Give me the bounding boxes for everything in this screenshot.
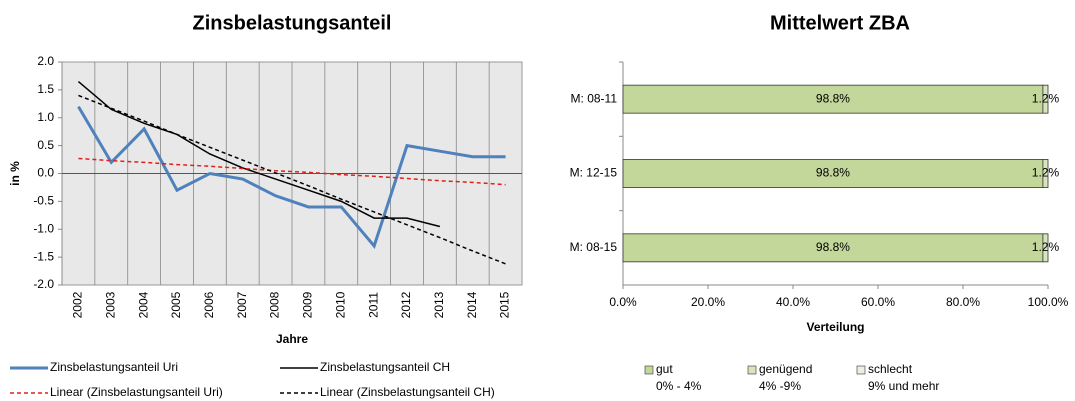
data-label: 98.8% [816, 166, 850, 180]
x-tick-label: 2005 [169, 291, 183, 318]
chart-title: Mittelwert ZBA [770, 12, 910, 34]
y-tick-label: -1.0 [33, 221, 54, 235]
series-line [77, 80, 441, 228]
y-tick-label: 1.5 [37, 82, 54, 96]
data-label: 98.8% [816, 240, 850, 254]
x-tick-label: 40.0% [776, 295, 810, 309]
x-tick-label: 0.0% [609, 295, 637, 309]
y-tick-label: 0.0 [37, 166, 54, 180]
x-tick-label: 2015 [498, 291, 512, 318]
bar-segment [622, 159, 1044, 188]
y-tick-label: M: 08-11 [571, 91, 618, 105]
x-axis-title: Verteilung [806, 320, 864, 334]
legend-swatch [856, 365, 866, 375]
data-label: 1.2% [1032, 91, 1060, 105]
x-tick-label: 80.0% [946, 295, 980, 309]
x-tick-label: 2009 [301, 291, 315, 318]
x-tick-label: 20.0% [691, 295, 725, 309]
chart-title: Zinsbelastungsanteil [193, 12, 392, 34]
y-tick-label: M: 08-15 [570, 240, 618, 254]
y-tick-label: 0.5 [37, 138, 54, 152]
legend-label: Linear (Zinsbelastungsanteil CH) [320, 385, 495, 399]
legend-label: gut [656, 362, 673, 376]
x-tick-label: 2010 [333, 291, 347, 318]
x-axis-title: Jahre [276, 332, 308, 346]
legend-label: schlecht [868, 362, 913, 376]
x-tick-label: 2011 [366, 292, 380, 318]
legend-label: genügend [759, 362, 812, 376]
series-line [77, 105, 506, 250]
y-tick-label: M: 12-15 [570, 166, 618, 180]
bar-segment [1042, 233, 1049, 263]
legend-label: Zinsbelastungsanteil CH [320, 360, 450, 374]
x-tick-label: 2014 [465, 291, 479, 318]
x-tick-label: 2007 [235, 291, 249, 318]
legend-swatch [747, 365, 757, 375]
x-tick-label: 2008 [268, 291, 282, 318]
series-line [78, 157, 506, 186]
bar-segment [1042, 84, 1049, 114]
legend-range: 4% -9% [759, 379, 801, 393]
x-tick-label: 2003 [103, 291, 117, 318]
data-label: 98.8% [816, 91, 850, 105]
y-axis-title: in % [8, 161, 22, 186]
data-label: 1.2% [1032, 166, 1060, 180]
x-tick-label: 2006 [202, 291, 216, 318]
y-tick-label: -0.5 [33, 194, 54, 208]
legend-swatch [644, 365, 654, 375]
x-tick-label: 2012 [399, 291, 413, 318]
legend-range: 0% - 4% [656, 379, 702, 393]
x-tick-label: 60.0% [861, 295, 895, 309]
bar-segment [622, 84, 1044, 114]
x-tick-label: 100.0% [1028, 295, 1069, 309]
y-tick-label: -2.0 [33, 277, 54, 291]
legend-label: Linear (Zinsbelastungsanteil Uri) [50, 385, 223, 399]
legend-range: 9% und mehr [868, 379, 939, 393]
y-tick-label: 2.0 [37, 54, 54, 68]
x-tick-label: 2002 [71, 291, 85, 318]
y-tick-label: 1.0 [37, 110, 54, 124]
data-label: 1.2% [1032, 240, 1060, 254]
bar-segment [1042, 159, 1049, 188]
x-tick-label: 2013 [432, 291, 446, 318]
legend-label: Zinsbelastungsanteil Uri [50, 360, 178, 374]
x-tick-label: 2004 [136, 291, 150, 318]
y-tick-label: -1.5 [33, 249, 54, 263]
